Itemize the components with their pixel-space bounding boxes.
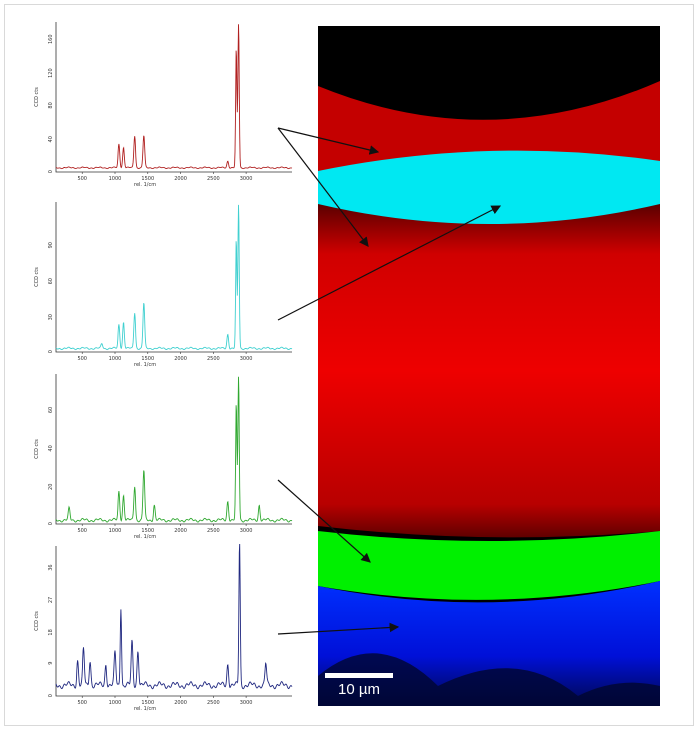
x-tick-label: 1500	[141, 700, 154, 706]
y-axis-label: CCD cts	[34, 611, 40, 631]
y-tick-label: 60	[48, 407, 54, 413]
y-tick-label: 0	[48, 522, 54, 525]
x-tick-label: 2500	[207, 356, 220, 362]
spectrum-line	[55, 204, 293, 351]
y-tick-label: 80	[48, 102, 54, 108]
x-tick-label: 2000	[174, 528, 187, 534]
y-tick-label: 9	[48, 662, 54, 665]
x-tick-label: 2500	[207, 700, 220, 706]
spectrum-panel: 500 1000 1500 2000 2500 3000 0 20 40 60 rel. 1/cm C…	[30, 368, 296, 540]
x-tick-label: 1000	[109, 356, 122, 362]
x-tick-label: 2000	[174, 176, 187, 182]
x-axis-label: rel. 1/cm	[134, 182, 156, 188]
y-tick-label: 36	[48, 564, 54, 570]
x-tick-label: 1000	[109, 700, 122, 706]
spectrum-line	[55, 376, 293, 523]
y-tick-label: 30	[48, 314, 54, 320]
figure-border	[4, 4, 694, 726]
arrow-red-main	[277, 127, 369, 247]
spectrum-panel: 500 1000 1500 2000 2500 3000 0 30 60 90 rel. 1/cm C…	[30, 196, 296, 368]
spectrum-line	[55, 24, 293, 170]
scale-bar-label: 10 µm	[338, 681, 380, 698]
y-axis-label: CCD cts	[34, 439, 40, 459]
x-tick-label: 3000	[240, 700, 253, 706]
spectrum-plot: 500 1000 1500 2000 2500 3000 0 40 80 120 160 rel. 1…	[34, 22, 293, 188]
arrow-red-top	[277, 127, 380, 155]
y-tick-label: 27	[48, 597, 54, 603]
arrow-green	[277, 479, 371, 563]
red-layer-main	[318, 204, 660, 538]
spectrum-line	[55, 543, 293, 690]
x-tick-label: 1500	[141, 528, 154, 534]
y-tick-label: 18	[48, 629, 54, 635]
x-tick-label: 500	[77, 176, 87, 182]
x-tick-label: 1000	[109, 176, 122, 182]
spectrum-plot: 500 1000 1500 2000 2500 3000 0 20 40 60 rel. 1/cm C…	[34, 374, 293, 540]
y-tick-label: 120	[48, 68, 54, 78]
y-tick-label: 0	[48, 350, 54, 353]
y-tick-label: 90	[48, 242, 54, 248]
x-tick-label: 2000	[174, 700, 187, 706]
y-tick-label: 40	[48, 445, 54, 451]
x-tick-label: 2000	[174, 356, 187, 362]
layer-map	[318, 26, 660, 706]
x-tick-label: 500	[77, 356, 87, 362]
x-tick-label: 2500	[207, 176, 220, 182]
y-axis-label: CCD cts	[34, 87, 40, 107]
spectrum-plot: 500 1000 1500 2000 2500 3000 0 30 60 90 rel. 1/cm C…	[34, 202, 293, 368]
x-tick-label: 500	[77, 528, 87, 534]
raman-depth-image	[318, 26, 660, 706]
arrow-cyan	[277, 205, 502, 321]
scale-bar	[325, 673, 393, 678]
x-tick-label: 500	[77, 700, 87, 706]
x-tick-label: 1500	[141, 356, 154, 362]
x-axis-label: rel. 1/cm	[134, 534, 156, 540]
x-axis-label: rel. 1/cm	[134, 706, 156, 712]
spectrum-plot: 500 1000 1500 2000 2500 3000 0 9 18 27 36 rel. 1/cm…	[34, 543, 293, 712]
y-tick-label: 40	[48, 136, 54, 142]
arrow-blue	[277, 622, 400, 635]
x-axis-label: rel. 1/cm	[134, 362, 156, 368]
y-tick-label: 60	[48, 278, 54, 284]
green-layer	[318, 531, 660, 600]
y-tick-label: 0	[48, 694, 54, 697]
x-tick-label: 1500	[141, 176, 154, 182]
x-tick-label: 3000	[240, 528, 253, 534]
x-tick-label: 3000	[240, 176, 253, 182]
dark-bottom	[318, 653, 660, 706]
spectrum-panel: 500 1000 1500 2000 2500 3000 0 40 80 120 160 rel. 1…	[30, 16, 296, 188]
x-tick-label: 2500	[207, 528, 220, 534]
spectrum-panel: 500 1000 1500 2000 2500 3000 0 9 18 27 36 rel. 1/cm…	[30, 540, 296, 712]
y-tick-label: 20	[48, 484, 54, 490]
y-axis-label: CCD cts	[34, 267, 40, 287]
cyan-layer	[318, 150, 660, 226]
y-tick-label: 160	[48, 34, 54, 44]
x-tick-label: 1000	[109, 528, 122, 534]
y-tick-label: 0	[48, 170, 54, 173]
x-tick-label: 3000	[240, 356, 253, 362]
